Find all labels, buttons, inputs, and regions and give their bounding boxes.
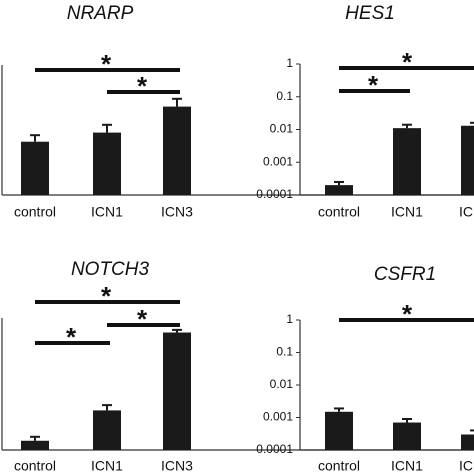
significance-label: * (101, 281, 112, 311)
x-tick-label: ICN3 (459, 204, 474, 220)
y-tick-label: 0.0001 (256, 187, 293, 201)
bar (93, 132, 121, 195)
y-tick-label: 1 (286, 56, 293, 70)
x-tick-label: control (318, 204, 360, 220)
bar (21, 141, 49, 195)
x-tick-label: control (318, 458, 360, 474)
significance-label: * (137, 71, 148, 101)
y-tick-label: 0.01 (270, 377, 294, 391)
significance-label: * (402, 47, 413, 77)
y-tick-label: 0.01 (270, 122, 294, 136)
y-tick-label: 0.0001 (256, 442, 293, 456)
significance-label: * (137, 304, 148, 334)
bar (163, 106, 191, 195)
x-tick-label: ICN3 (459, 458, 474, 474)
y-tick-label: 0.001 (263, 410, 293, 424)
chart-title: CSFR1 (374, 264, 436, 285)
x-tick-label: control (14, 204, 56, 220)
bar (325, 185, 353, 195)
y-tick-label: 0.001 (263, 154, 293, 168)
x-tick-label: ICN1 (391, 204, 423, 220)
bar (393, 128, 421, 195)
bar (461, 434, 474, 450)
chart-title: NOTCH3 (71, 259, 150, 280)
x-tick-label: ICN1 (91, 204, 123, 220)
bar (93, 410, 121, 450)
y-tick-label: 0.1 (276, 345, 293, 359)
significance-label: * (368, 70, 379, 100)
significance-label: * (66, 322, 77, 352)
x-tick-label: ICN3 (161, 204, 193, 220)
chart-title: NRARP (67, 3, 134, 24)
x-tick-label: ICN1 (391, 458, 423, 474)
y-tick-label: 0.1 (276, 89, 293, 103)
bar (21, 440, 49, 450)
y-tick-label: 1 (286, 312, 293, 326)
x-tick-label: ICN1 (91, 458, 123, 474)
x-tick-label: ICN3 (161, 458, 193, 474)
bar (393, 422, 421, 450)
bar (461, 125, 474, 195)
bar (163, 332, 191, 450)
significance-label: * (402, 299, 413, 329)
bar (325, 411, 353, 450)
chart-title: HES1 (345, 3, 395, 24)
significance-label: * (101, 49, 112, 79)
x-tick-label: control (14, 458, 56, 474)
